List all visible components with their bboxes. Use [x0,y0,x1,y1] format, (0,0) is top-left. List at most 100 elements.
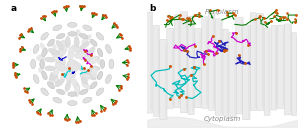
FancyBboxPatch shape [284,24,291,115]
Ellipse shape [90,39,97,46]
Ellipse shape [59,40,67,55]
FancyBboxPatch shape [188,16,194,114]
FancyBboxPatch shape [195,29,201,108]
Ellipse shape [109,60,114,68]
Ellipse shape [66,60,73,73]
Ellipse shape [56,34,65,39]
Ellipse shape [81,78,88,88]
Ellipse shape [56,40,63,50]
Ellipse shape [41,33,48,40]
FancyBboxPatch shape [209,11,215,110]
FancyBboxPatch shape [154,25,159,116]
Ellipse shape [98,60,103,65]
FancyBboxPatch shape [264,28,270,115]
Ellipse shape [71,45,80,52]
Ellipse shape [51,42,57,49]
FancyBboxPatch shape [213,14,214,108]
Ellipse shape [45,57,56,62]
FancyBboxPatch shape [202,17,208,108]
Ellipse shape [53,70,59,76]
Ellipse shape [48,39,54,46]
Ellipse shape [68,32,77,36]
FancyBboxPatch shape [223,29,228,116]
Ellipse shape [60,71,71,79]
Ellipse shape [47,82,55,89]
Ellipse shape [106,45,111,53]
Ellipse shape [80,73,88,81]
Ellipse shape [68,101,77,105]
Ellipse shape [42,48,47,57]
Ellipse shape [56,89,65,94]
Ellipse shape [68,63,74,76]
Ellipse shape [68,47,75,57]
Ellipse shape [80,89,88,94]
Ellipse shape [90,82,97,89]
Ellipse shape [80,34,88,39]
FancyBboxPatch shape [215,19,222,115]
Ellipse shape [83,97,92,103]
Ellipse shape [68,59,78,72]
Ellipse shape [68,23,77,27]
Ellipse shape [90,71,99,78]
Ellipse shape [68,22,77,27]
FancyBboxPatch shape [296,36,297,113]
Ellipse shape [68,72,76,81]
Ellipse shape [106,75,111,83]
Ellipse shape [50,72,59,84]
Ellipse shape [90,82,97,89]
FancyBboxPatch shape [277,25,284,108]
Ellipse shape [45,66,56,71]
FancyBboxPatch shape [255,16,256,108]
Ellipse shape [42,71,47,80]
Ellipse shape [71,77,77,86]
Ellipse shape [31,60,35,68]
Ellipse shape [82,84,91,89]
Ellipse shape [90,39,97,46]
FancyBboxPatch shape [227,32,228,113]
Ellipse shape [33,74,39,83]
FancyBboxPatch shape [147,12,152,113]
Text: Periplasm: Periplasm [205,9,239,15]
FancyBboxPatch shape [160,39,167,119]
Ellipse shape [66,73,71,81]
Ellipse shape [75,49,82,58]
Text: Cytoplasm: Cytoplasm [203,116,241,122]
FancyBboxPatch shape [181,12,188,113]
FancyBboxPatch shape [186,15,187,110]
FancyBboxPatch shape [200,31,201,105]
Ellipse shape [68,92,77,96]
Ellipse shape [38,67,44,73]
Ellipse shape [65,81,71,92]
Ellipse shape [106,45,111,54]
FancyBboxPatch shape [151,15,152,110]
Ellipse shape [98,49,103,56]
FancyBboxPatch shape [292,33,298,116]
FancyBboxPatch shape [243,25,250,120]
FancyBboxPatch shape [206,20,207,105]
Ellipse shape [53,97,61,103]
Ellipse shape [33,75,39,83]
Ellipse shape [100,60,105,68]
Ellipse shape [80,56,89,60]
Ellipse shape [83,97,92,103]
Ellipse shape [40,43,47,54]
Ellipse shape [74,81,80,91]
Ellipse shape [85,54,91,61]
FancyBboxPatch shape [283,28,284,105]
Ellipse shape [74,36,79,47]
Ellipse shape [98,72,103,79]
Ellipse shape [80,50,88,59]
FancyBboxPatch shape [229,33,236,117]
Ellipse shape [83,25,92,31]
Ellipse shape [57,34,65,39]
FancyBboxPatch shape [271,25,277,110]
Ellipse shape [56,62,66,72]
Ellipse shape [75,52,86,59]
Ellipse shape [68,101,77,106]
Ellipse shape [57,89,65,94]
Ellipse shape [68,92,76,96]
Ellipse shape [55,79,64,87]
Ellipse shape [39,63,44,67]
FancyBboxPatch shape [158,28,159,113]
Ellipse shape [33,45,39,53]
